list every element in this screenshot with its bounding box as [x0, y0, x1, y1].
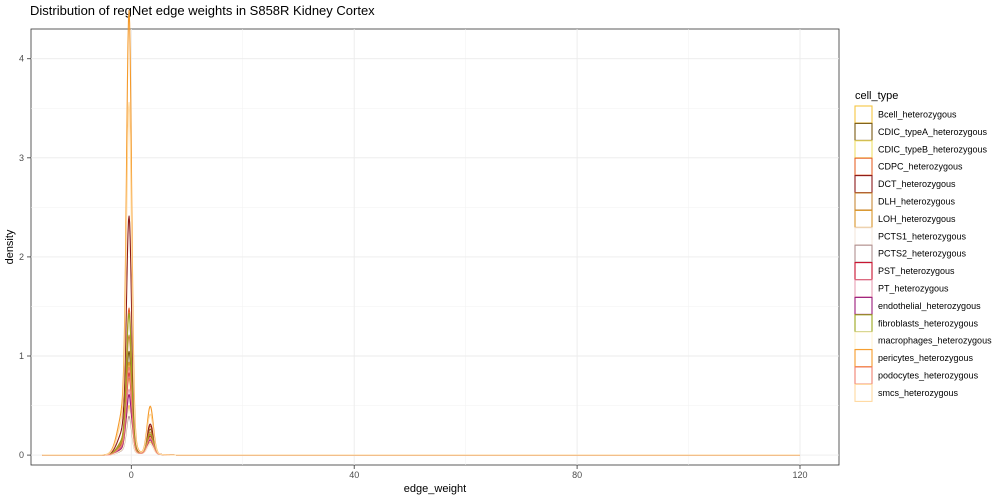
legend-key: [854, 122, 873, 141]
legend-item: CDIC_typeA_heterozygous: [854, 122, 988, 141]
chart-title: Distribution of regNet edge weights in S…: [30, 3, 375, 18]
minor-grid: [31, 29, 839, 465]
legend-key: [854, 314, 873, 333]
legend-key: [854, 383, 873, 402]
legend-item: LOH_heterozygous: [854, 209, 956, 228]
y-tick-label: 4: [19, 54, 24, 64]
legend-item: PST_heterozygous: [854, 262, 955, 281]
legend-item: fibroblasts_heterozygous: [854, 314, 979, 333]
legend-label: PCTS2_heterozygous: [878, 249, 967, 259]
y-tick-label: 2: [19, 252, 24, 262]
x-axis-ticks: 0 40 80 120: [129, 465, 808, 480]
legend-label: DLH_heterozygous: [878, 197, 956, 207]
plot-panel: [30, 28, 840, 466]
y-tick-label: 3: [19, 153, 24, 163]
legend-key: [854, 157, 873, 176]
y-axis-ticks: 0 1 2 3 4: [19, 54, 31, 460]
legend-item: DCT_heterozygous: [854, 175, 956, 194]
legend-key: [854, 209, 873, 228]
legend-item: smcs_heterozygous: [854, 383, 959, 402]
x-tick-label: 120: [792, 470, 807, 480]
legend-key: [854, 244, 873, 263]
legend-key: [854, 262, 873, 281]
legend-label: endothelial_heterozygous: [878, 301, 981, 311]
legend-item: macrophages_heterozygous: [854, 331, 992, 350]
legend-key: [854, 140, 873, 159]
legend-title: cell_type: [855, 90, 898, 102]
legend-label: macrophages_heterozygous: [878, 336, 992, 346]
legend-item: endothelial_heterozygous: [854, 296, 981, 315]
y-axis-title: density: [4, 229, 16, 264]
legend-item: PCTS2_heterozygous: [854, 244, 967, 263]
y-tick-label: 0: [19, 450, 24, 460]
x-tick-label: 40: [349, 470, 359, 480]
legend-label: LOH_heterozygous: [878, 214, 956, 224]
legend-item: pericytes_heterozygous: [854, 349, 974, 368]
legend: cell_type Bcell_heterozygous CDIC_typeA_h…: [854, 90, 992, 402]
legend-key: [854, 227, 873, 246]
legend-label: PCTS1_heterozygous: [878, 231, 967, 241]
y-tick-label: 1: [19, 351, 24, 361]
x-tick-label: 80: [572, 470, 582, 480]
legend-item: CDIC_typeB_heterozygous: [854, 140, 988, 159]
legend-item: podocytes_heterozygous: [854, 366, 979, 385]
legend-label: fibroblasts_heterozygous: [878, 318, 979, 328]
x-axis-title: edge_weight: [404, 483, 466, 495]
legend-key: [854, 296, 873, 315]
density-line-smcs-heterozygous: [42, 101, 800, 456]
legend-item: PT_heterozygous: [854, 279, 949, 298]
legend-label: PST_heterozygous: [878, 266, 955, 276]
legend-label: CDPC_heterozygous: [878, 162, 963, 172]
legend-key: [854, 331, 873, 350]
legend-key: [854, 279, 873, 298]
legend-item: DLH_heterozygous: [854, 192, 956, 211]
legend-label: podocytes_heterozygous: [878, 371, 979, 381]
legend-key: [854, 366, 873, 385]
legend-item: PCTS1_heterozygous: [854, 227, 967, 246]
legend-key: [854, 192, 873, 211]
legend-items: Bcell_heterozygous CDIC_typeA_heterozygou…: [854, 105, 992, 402]
legend-label: pericytes_heterozygous: [878, 353, 974, 363]
legend-label: DCT_heterozygous: [878, 179, 956, 189]
legend-label: CDIC_typeB_heterozygous: [878, 144, 988, 154]
legend-label: smcs_heterozygous: [878, 388, 959, 398]
series-lines: [42, 9, 800, 456]
legend-label: Bcell_heterozygous: [878, 110, 957, 120]
legend-label: CDIC_typeA_heterozygous: [878, 127, 988, 137]
legend-item: CDPC_heterozygous: [854, 157, 963, 176]
legend-key: [854, 349, 873, 368]
legend-label: PT_heterozygous: [878, 284, 949, 294]
legend-key: [854, 105, 873, 124]
legend-item: Bcell_heterozygous: [854, 105, 957, 124]
legend-key: [854, 175, 873, 194]
x-tick-label: 0: [129, 470, 134, 480]
